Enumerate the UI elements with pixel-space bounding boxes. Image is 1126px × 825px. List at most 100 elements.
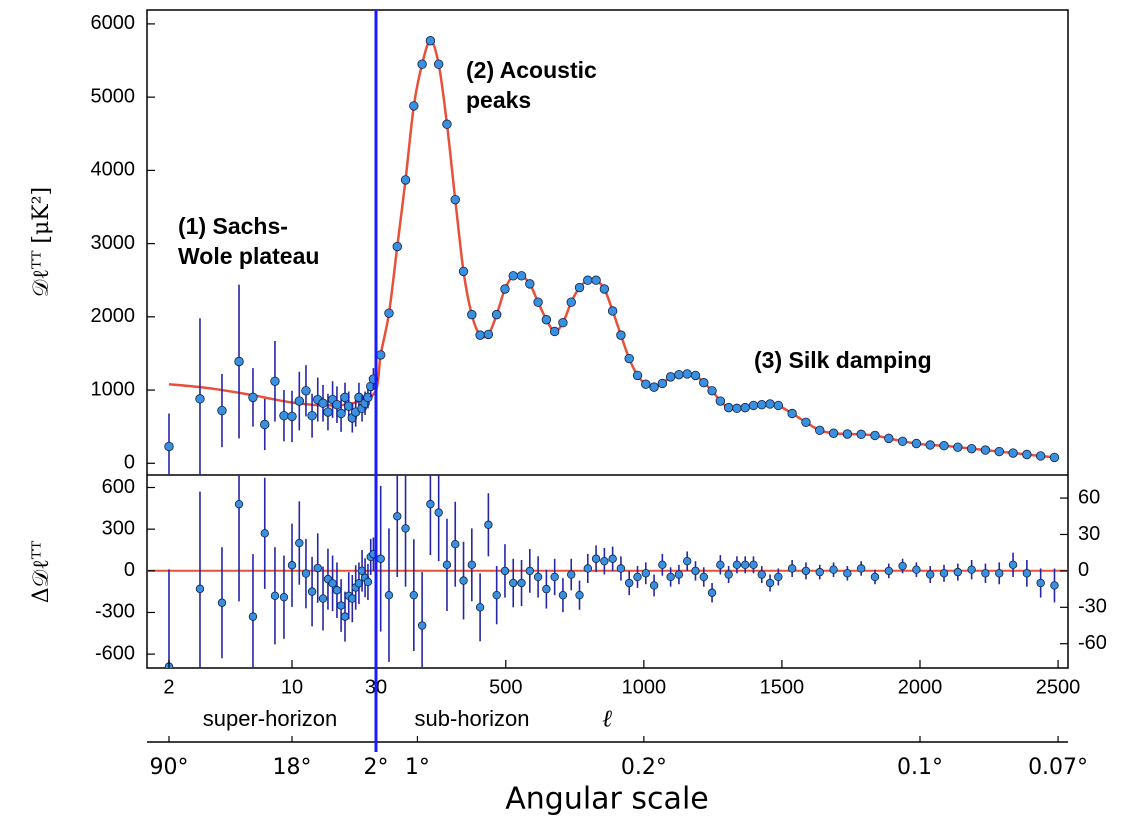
data-point [417, 59, 427, 69]
data-point [599, 284, 610, 294]
data-point [279, 410, 289, 421]
residual-y2-tick-label: -60 [1078, 632, 1107, 654]
residual-point [870, 572, 880, 582]
residual-point [426, 499, 435, 509]
data-point [491, 309, 502, 320]
data-point [953, 442, 963, 452]
residual-point [732, 560, 742, 570]
horizon-label: super-horizon [203, 706, 338, 731]
data-point [400, 175, 411, 185]
data-point [409, 101, 419, 111]
data-point [450, 194, 460, 205]
data-point [624, 353, 634, 364]
residual-point [641, 569, 650, 578]
data-point [757, 400, 767, 410]
data-point [870, 430, 880, 441]
residual-point [295, 538, 304, 548]
data-point [425, 36, 436, 46]
y-tick-label: 6000 [91, 12, 136, 34]
residual-point [558, 590, 568, 600]
residual-point [336, 601, 346, 610]
residual-point [625, 578, 634, 588]
data-point [248, 392, 258, 403]
residual-point [1022, 569, 1032, 578]
residual-point [451, 539, 460, 549]
residual-point [749, 560, 758, 570]
data-point [897, 436, 908, 447]
y-tick-label: 1000 [91, 378, 136, 400]
residual-point [509, 578, 518, 588]
residual-point [600, 556, 609, 566]
residual-point [287, 561, 297, 570]
residual-point [301, 569, 311, 578]
residual-point [674, 570, 684, 579]
angular-tick-label: 90° [149, 755, 188, 780]
angular-axis-label: Angular scale [505, 782, 708, 817]
data-point [354, 392, 364, 403]
annotation: peaks [466, 87, 531, 113]
y-axis-label: 𝒟ℓᵀᵀ [μK²] [29, 187, 54, 297]
residual-y-tick-label: -300 [95, 601, 135, 623]
data-point [966, 443, 977, 454]
residual-point [217, 598, 227, 607]
data-point [566, 297, 576, 307]
data-point [558, 317, 568, 328]
data-point [234, 356, 244, 367]
data-point [1035, 451, 1046, 461]
residual-y2-tick-label: 0 [1078, 559, 1089, 581]
residual-point [279, 592, 289, 602]
residual-point [981, 569, 990, 578]
horizon-label: sub-horizon [415, 706, 530, 731]
residual-point [616, 564, 626, 573]
residual-point [307, 587, 317, 596]
residual-point [939, 569, 949, 578]
data-point [884, 433, 894, 444]
annotation: (1) Sachs- [178, 213, 288, 239]
data-point [649, 382, 659, 392]
residual-point [542, 584, 551, 594]
data-point [541, 315, 552, 325]
x-tick-label: 1500 [760, 676, 805, 698]
residual-point [384, 590, 394, 600]
residual-point [658, 560, 667, 570]
data-point [994, 446, 1004, 457]
y-tick-label: 2000 [91, 305, 136, 327]
x-tick-label: 2 [163, 676, 174, 698]
data-point [500, 284, 510, 294]
residual-point [898, 561, 907, 571]
residual-point [843, 569, 852, 578]
data-point [164, 441, 174, 452]
data-point [740, 402, 750, 413]
residual-axis-label: Δ𝒟ℓᵀᵀ [29, 540, 54, 603]
data-point [591, 275, 601, 285]
data-point [699, 378, 709, 388]
residual-point [260, 529, 269, 538]
residual-point [815, 567, 824, 577]
data-point [217, 405, 227, 416]
data-point [674, 369, 684, 380]
x-axis-label: ℓ [602, 705, 612, 733]
residual-point [340, 612, 350, 621]
data-point [458, 266, 469, 277]
residual-point [417, 621, 427, 630]
residual-point [765, 578, 775, 588]
data-point [787, 408, 797, 419]
residual-point [787, 564, 797, 573]
residual-point [376, 554, 385, 563]
data-point [323, 407, 333, 417]
angular-tick-label: 0.2° [621, 755, 667, 780]
residual-y-tick-label: 600 [102, 476, 135, 498]
residual-point [608, 554, 617, 563]
data-point [815, 425, 825, 436]
residual-point [967, 565, 976, 574]
data-point [856, 429, 866, 440]
residual-point [633, 572, 642, 582]
residual-panel [147, 475, 1068, 668]
residual-point [318, 594, 328, 603]
residual-point [926, 570, 935, 579]
residual-point [533, 572, 543, 582]
annotation: (2) Acoustic [466, 57, 597, 83]
residual-point [270, 591, 280, 600]
residual-point [328, 579, 337, 588]
data-point [723, 402, 734, 413]
